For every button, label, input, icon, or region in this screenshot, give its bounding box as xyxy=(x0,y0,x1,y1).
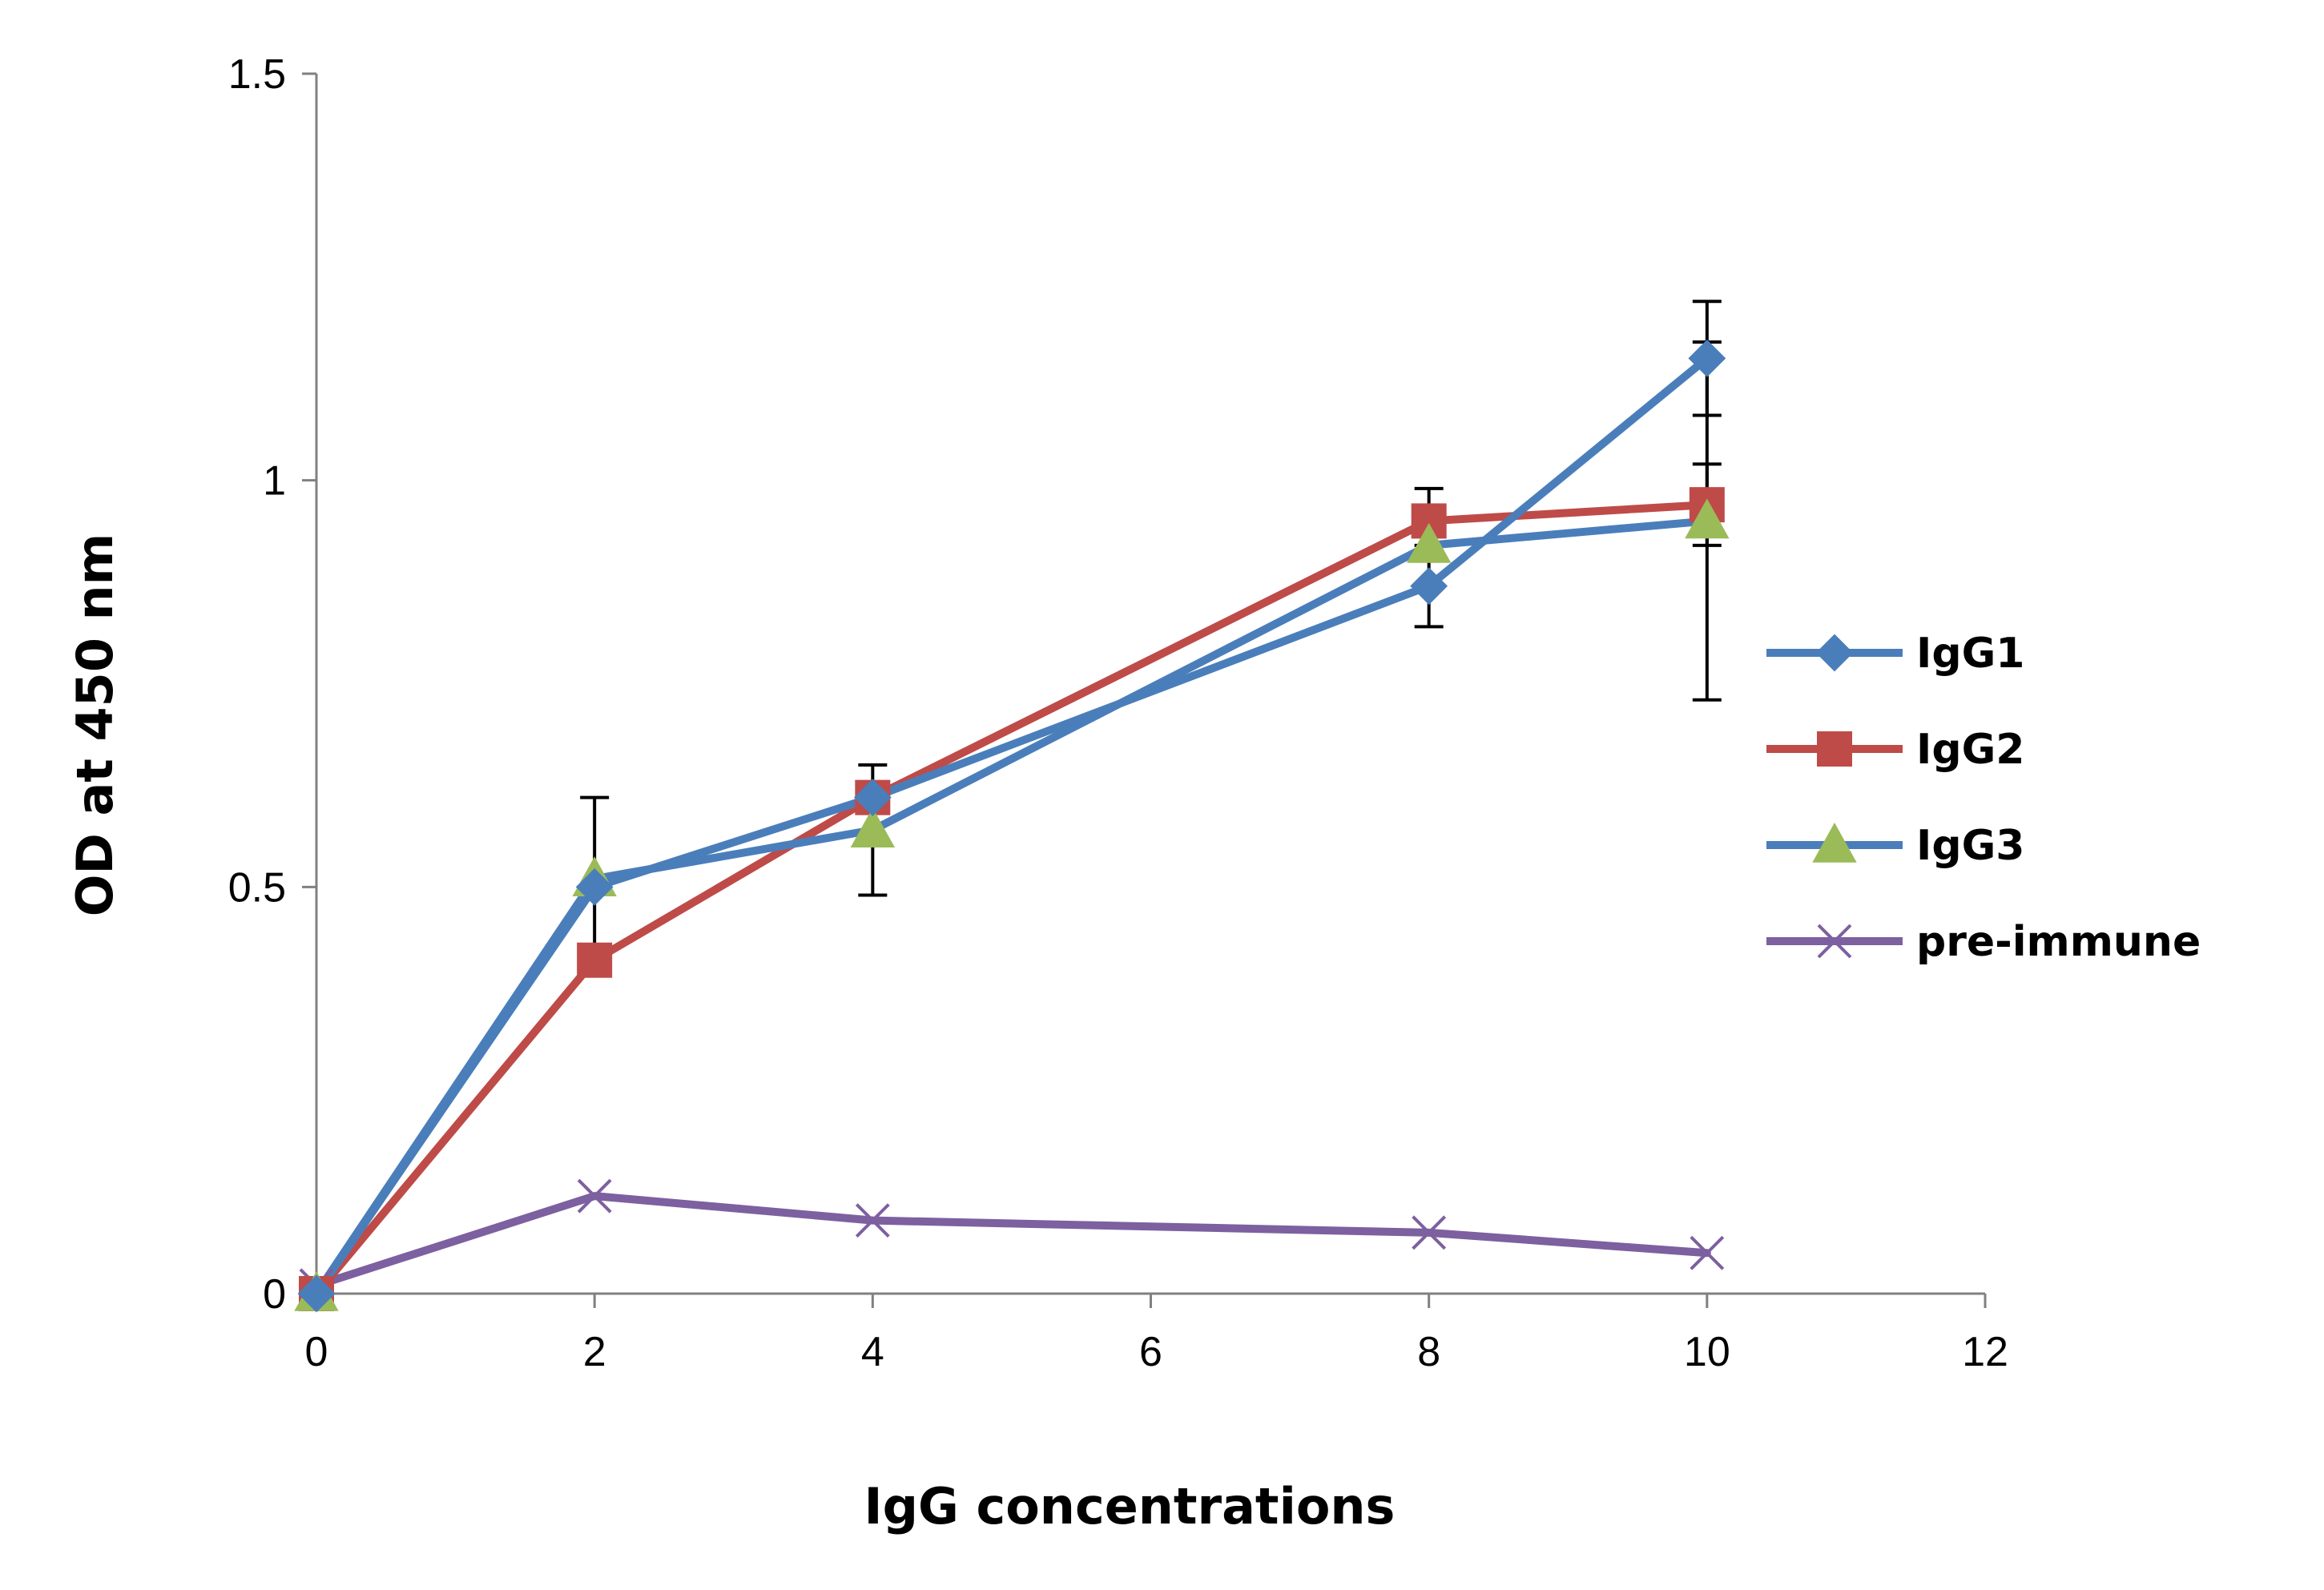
x-tick-label: 0 xyxy=(305,1329,328,1375)
data-point-pre-immune xyxy=(577,1178,612,1214)
legend-label: IgG2 xyxy=(1916,726,2024,774)
legend-label: IgG1 xyxy=(1916,630,2024,678)
data-point-pre-immune xyxy=(1690,1235,1725,1270)
y-axis-title: OD at 450 nm xyxy=(66,533,124,917)
data-point-pre-immune xyxy=(855,1203,890,1238)
series-line-igg1 xyxy=(312,354,1711,1298)
data-point-igg1 xyxy=(1688,339,1726,377)
x-marker-stroke xyxy=(1412,1215,1447,1250)
legend-label: pre-immune xyxy=(1916,918,2201,966)
legend-marker xyxy=(1817,924,1852,959)
tick-labels: 0 0.5 1 1.5 0 2 4 6 8 10 12 xyxy=(228,51,2008,1375)
data-point-igg1 xyxy=(297,1274,336,1313)
data-point-igg3 xyxy=(850,807,896,848)
series-line-pre-immune xyxy=(312,1192,1711,1290)
legend-entry-igg3: IgG3 xyxy=(1766,822,2024,870)
legend-label: IgG3 xyxy=(1916,822,2024,870)
x-axis-title: IgG concentrations xyxy=(864,1477,1396,1536)
series-lines xyxy=(312,354,1711,1298)
legend-entry-pre-immune: pre-immune xyxy=(1766,918,2201,966)
error-bars xyxy=(580,300,1722,962)
data-point-igg3 xyxy=(1685,498,1730,539)
y-tick-label: 1 xyxy=(263,458,286,505)
y-tick-label: 0 xyxy=(263,1271,286,1318)
x-tick-label: 6 xyxy=(1139,1329,1162,1375)
data-point-igg2 xyxy=(577,942,613,978)
legend-entry-igg1: IgG1 xyxy=(1766,630,2024,678)
x-tick-label: 10 xyxy=(1684,1329,1730,1375)
data-point-igg1 xyxy=(575,867,614,906)
legend-marker xyxy=(1812,822,1857,863)
series-line-igg2 xyxy=(312,501,1711,1298)
y-tick-label: 0.5 xyxy=(228,864,286,911)
x-marker-stroke xyxy=(577,1178,612,1214)
x-tick-label: 4 xyxy=(861,1329,884,1375)
x-tick-label: 2 xyxy=(583,1329,606,1375)
legend: IgG1 IgG2 IgG3 pre-immune xyxy=(1766,630,2201,966)
legend-marker xyxy=(1817,731,1852,767)
legend-entry-igg2: IgG2 xyxy=(1766,726,2024,774)
data-point-igg1 xyxy=(853,779,892,817)
series-markers xyxy=(294,339,1730,1313)
data-point-pre-immune xyxy=(1412,1215,1447,1250)
series-line-igg3 xyxy=(312,517,1711,1298)
legend-marker xyxy=(1815,634,1854,672)
x-marker-stroke xyxy=(855,1203,890,1238)
data-point-igg3 xyxy=(1406,522,1452,563)
axes xyxy=(302,72,1987,1308)
x-tick-label: 8 xyxy=(1417,1329,1440,1375)
y-tick-label: 1.5 xyxy=(228,51,286,98)
x-tick-label: 12 xyxy=(1962,1329,2008,1375)
data-point-igg1 xyxy=(1410,567,1448,606)
x-marker-stroke xyxy=(1817,924,1852,959)
x-marker-stroke xyxy=(1690,1235,1725,1270)
